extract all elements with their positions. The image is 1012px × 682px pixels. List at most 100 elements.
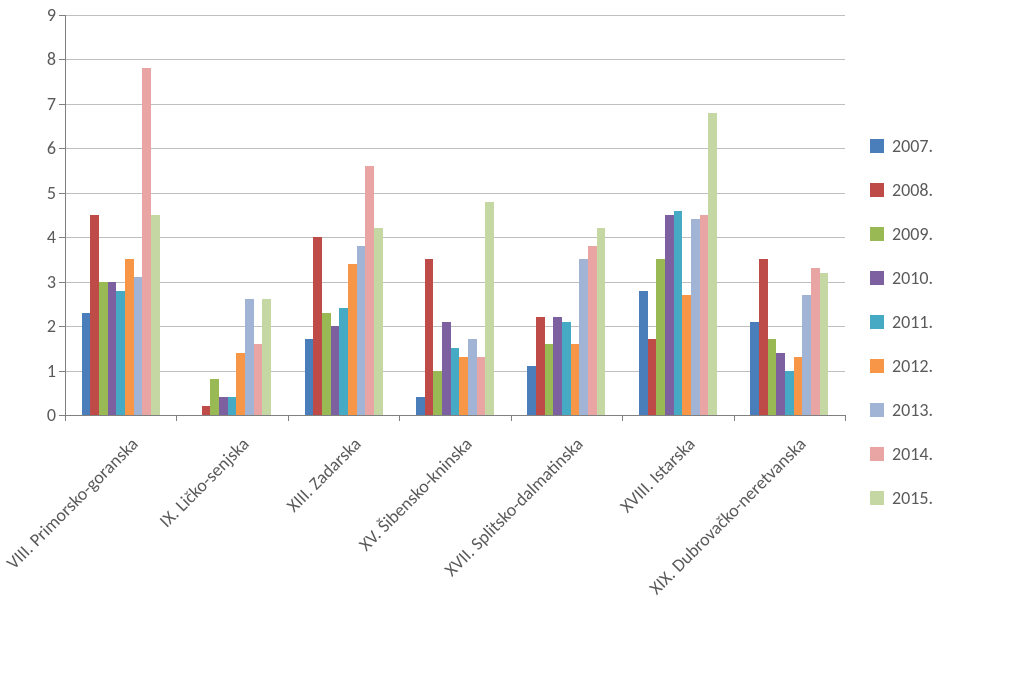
x-tick-mark: [288, 415, 289, 421]
bar: [691, 219, 700, 415]
bar: [108, 282, 117, 415]
bar: [262, 299, 271, 415]
bar: [656, 259, 665, 415]
legend-item: 2008.: [870, 179, 933, 201]
bar: [348, 264, 357, 415]
x-axis-line: [65, 415, 845, 416]
y-tick-label: 3: [16, 271, 56, 293]
bar: [254, 344, 263, 415]
gridline: [65, 282, 845, 283]
bar: [322, 313, 331, 415]
bar: [682, 295, 691, 415]
bar: [442, 322, 451, 415]
bar: [802, 295, 811, 415]
bar: [768, 339, 777, 415]
bar: [674, 211, 683, 415]
bar: [750, 322, 759, 415]
bar: [245, 299, 254, 415]
bar: [571, 344, 580, 415]
bar: [648, 339, 657, 415]
gridline: [65, 237, 845, 238]
bar: [553, 317, 562, 415]
y-tick-label: 2: [16, 315, 56, 337]
legend-swatch: [870, 183, 884, 197]
bar: [588, 246, 597, 415]
plot-area: [65, 15, 845, 415]
legend-swatch: [870, 227, 884, 241]
legend-swatch: [870, 139, 884, 153]
legend-item: 2013.: [870, 399, 933, 421]
x-category-label: XIX. Dubrovačko-neretvanska: [583, 433, 811, 661]
y-tick-label: 7: [16, 93, 56, 115]
legend-label: 2008.: [892, 179, 933, 201]
legend-label: 2007.: [892, 135, 933, 157]
bar: [785, 371, 794, 415]
y-tick-label: 0: [16, 404, 56, 426]
legend-label: 2013.: [892, 399, 933, 421]
y-tick-label: 5: [16, 182, 56, 204]
bar: [579, 259, 588, 415]
x-category-label: IX. Ličko-senjska: [26, 433, 254, 661]
x-tick-mark: [622, 415, 623, 421]
legend-label: 2012.: [892, 355, 933, 377]
legend-item: 2010.: [870, 267, 933, 289]
legend-item: 2011.: [870, 311, 933, 333]
gridline: [65, 15, 845, 16]
bar: [527, 366, 536, 415]
y-tick-label: 9: [16, 4, 56, 26]
y-tick-label: 6: [16, 137, 56, 159]
legend-label: 2014.: [892, 443, 933, 465]
legend-swatch: [870, 315, 884, 329]
x-category-label: XV. Šibensko-kninska: [249, 433, 477, 661]
bar: [99, 282, 108, 415]
bar: [545, 344, 554, 415]
bar-chart: 0123456789VIII. Primorsko-goranskaIX. Li…: [0, 0, 1012, 682]
gridline: [65, 148, 845, 149]
bar: [776, 353, 785, 415]
x-category-label: XVII. Splitsko-dalmatinska: [360, 433, 588, 661]
bar: [374, 228, 383, 415]
bar: [433, 371, 442, 415]
bar: [562, 322, 571, 415]
legend-item: 2014.: [870, 443, 933, 465]
bar: [357, 246, 366, 415]
x-tick-mark: [399, 415, 400, 421]
gridline: [65, 193, 845, 194]
bar: [794, 357, 803, 415]
bar: [313, 237, 322, 415]
x-tick-mark: [511, 415, 512, 421]
bar: [134, 277, 143, 415]
bar: [142, 68, 151, 415]
legend-item: 2007.: [870, 135, 933, 157]
y-tick-label: 1: [16, 360, 56, 382]
gridline: [65, 326, 845, 327]
bar: [425, 259, 434, 415]
x-tick-mark: [176, 415, 177, 421]
bar: [811, 268, 820, 415]
legend-item: 2009.: [870, 223, 933, 245]
bar: [116, 291, 125, 415]
x-category-label: XVIII. Istarska: [472, 433, 700, 661]
x-category-label: XIII. Zadarska: [137, 433, 365, 661]
legend-swatch: [870, 447, 884, 461]
bar: [236, 353, 245, 415]
y-axis-line: [65, 15, 66, 415]
bar: [339, 308, 348, 415]
bar: [820, 273, 829, 415]
bar: [202, 406, 211, 415]
bar: [365, 166, 374, 415]
bar: [228, 397, 237, 415]
bar: [536, 317, 545, 415]
legend-swatch: [870, 491, 884, 505]
legend-swatch: [870, 271, 884, 285]
y-tick-label: 4: [16, 226, 56, 248]
bar: [331, 326, 340, 415]
bar: [708, 113, 717, 415]
bar: [416, 397, 425, 415]
bar: [125, 259, 134, 415]
bar: [82, 313, 91, 415]
bar: [665, 215, 674, 415]
bar: [639, 291, 648, 415]
legend-item: 2015.: [870, 487, 933, 509]
legend-label: 2015.: [892, 487, 933, 509]
